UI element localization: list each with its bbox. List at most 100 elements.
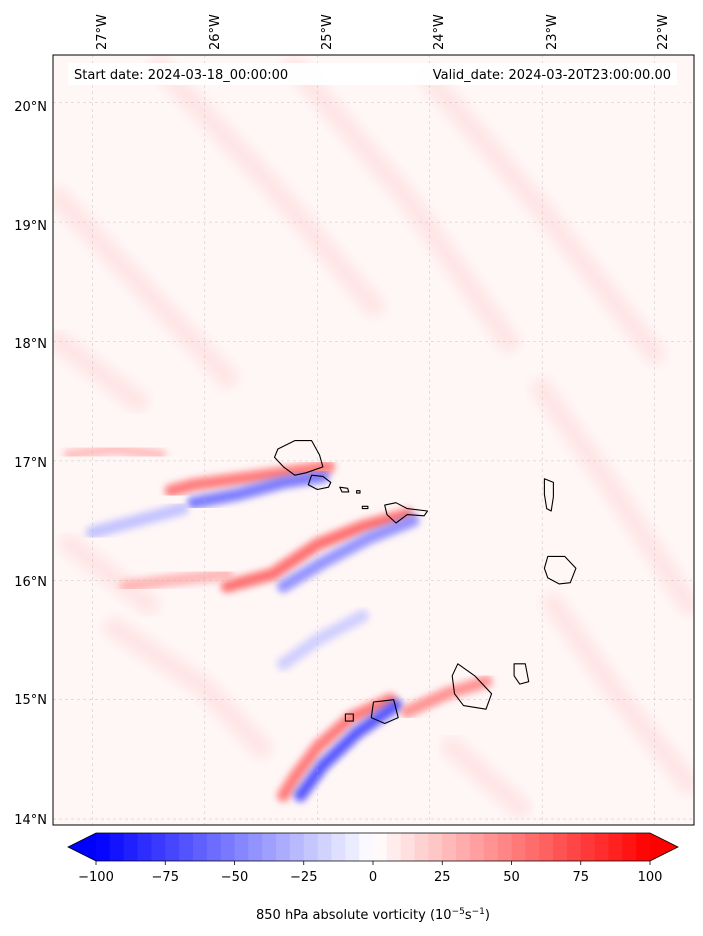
colorbar-swatch [165, 833, 180, 861]
santa-luzia-island [339, 486, 350, 493]
colorbar-ticks: −100 −75 −50 −25 0 25 50 75 100 [78, 861, 662, 885]
sao-nicolau-island [384, 502, 429, 524]
colorbar-swatch [206, 833, 222, 861]
background-streak [148, 55, 385, 317]
colorbar-tick-label: 25 [434, 870, 451, 885]
colorbar-swatch [442, 833, 457, 861]
colorbar-swatch [622, 833, 637, 861]
background-streak [542, 593, 694, 795]
lon-label: 27°W [95, 14, 110, 50]
colorbar-tick-label: −25 [290, 870, 317, 885]
lon-label: 26°W [208, 14, 223, 50]
colorbar-swatch [220, 833, 236, 861]
colorbar-swatch [553, 833, 568, 861]
gridlines [53, 55, 694, 825]
lat-label: 14°N [14, 813, 47, 828]
santo-antao-island [273, 440, 324, 476]
colorbar-tick-label: −100 [78, 870, 114, 885]
colorbar-swatch [511, 833, 526, 861]
background-streak [53, 330, 149, 413]
coastlines [273, 440, 577, 725]
colorbar-tick-label: −50 [221, 870, 248, 885]
positive-vorticity-band [167, 462, 333, 495]
colorbar-swatch [234, 833, 249, 861]
colorbar-swatch [525, 833, 540, 861]
longitude-labels: 27°W 26°W 25°W 24°W 23°W 22°W [95, 14, 671, 50]
lat-label: 20°N [14, 100, 47, 115]
colorbar-swatch [123, 833, 139, 861]
colorbar-swatch [96, 833, 111, 861]
colorbar-swatch [262, 833, 277, 861]
colorbar-swatch [192, 833, 208, 861]
colorbar-tick-label: 0 [369, 870, 377, 885]
colorbar-swatch [303, 833, 319, 861]
santiago-island [451, 663, 493, 710]
colorbar-swatch [414, 833, 429, 861]
lon-label: 23°W [545, 14, 560, 50]
colorbar-min-extend [68, 833, 96, 861]
map-panel: Start date: 2024-03-18_00:00:00 Valid_da… [14, 14, 695, 828]
positive-vorticity-band [122, 570, 232, 591]
colorbar-swatch [539, 833, 554, 861]
latitude-labels: 20°N 19°N 18°N 17°N 16°N 15°N 14°N [14, 100, 47, 828]
colorbar-swatch [469, 833, 485, 861]
positive-vorticity-band [403, 677, 490, 716]
colorbar-swatch [359, 833, 374, 861]
colorbar-swatch [428, 833, 443, 861]
colorbar-swatch [483, 833, 499, 861]
raso-island [361, 505, 369, 510]
positive-vorticity-band [223, 510, 412, 591]
maio-island [513, 663, 530, 685]
background-streak [53, 187, 239, 389]
colorbar-swatch [137, 833, 152, 861]
sao-vicente-island [307, 474, 332, 491]
colorbar-swatch [109, 833, 125, 861]
colorbar-swatches [96, 833, 651, 861]
colorbar-swatch [608, 833, 623, 861]
colorbar-tick-label: 50 [503, 870, 520, 885]
colorbar-swatch [151, 833, 166, 861]
start-date-label: Start date: 2024-03-18_00:00:00 [74, 68, 288, 83]
colorbar-swatch [456, 833, 471, 861]
colorbar-label: 850 hPa absolute vorticity (10−5s−1) [256, 907, 490, 923]
colorbar-swatch [386, 833, 402, 861]
lon-label: 25°W [320, 14, 335, 50]
negative-vorticity-band [279, 516, 417, 591]
colorbar-swatch [179, 833, 194, 861]
background-streak [531, 378, 694, 616]
colorbar-tick-label: 100 [638, 870, 663, 885]
background-streak [441, 736, 531, 819]
colorbar-swatch [566, 833, 582, 861]
background-streak [283, 55, 520, 353]
background-streak [418, 67, 666, 365]
lat-label: 17°N [14, 456, 47, 471]
colorbar-tick-label: 75 [572, 870, 589, 885]
colorbar-swatch [497, 833, 513, 861]
vorticity-background-texture [53, 55, 694, 819]
colorbar-swatch [345, 833, 360, 861]
lat-label: 18°N [14, 337, 47, 352]
background-streak [58, 533, 160, 616]
lon-label: 24°W [432, 14, 447, 50]
sal-island [543, 478, 554, 512]
fogo-island [370, 699, 399, 725]
colorbar-max-extend [650, 833, 678, 861]
colorbar-swatch [289, 833, 305, 861]
valid-date-label: Valid_date: 2024-03-20T23:00:00.00 [433, 68, 671, 83]
colorbar-swatch [331, 833, 346, 861]
colorbar: −100 −75 −50 −25 0 25 50 75 100 850 hPa absolute… [67, 832, 679, 923]
lon-label: 22°W [656, 14, 671, 50]
negative-vorticity-band [189, 472, 327, 507]
lat-label: 15°N [14, 693, 47, 708]
colorbar-tick-label: −75 [152, 870, 179, 885]
colorbar-swatch [276, 833, 291, 861]
brava-island [344, 713, 354, 722]
info-box [68, 63, 677, 85]
colorbar-swatch [594, 833, 610, 861]
colorbar-swatch [248, 833, 263, 861]
positive-vorticity-band [65, 445, 164, 459]
lat-label: 19°N [14, 219, 47, 234]
colorbar-swatch [580, 833, 596, 861]
colorbar-swatch [373, 833, 388, 861]
